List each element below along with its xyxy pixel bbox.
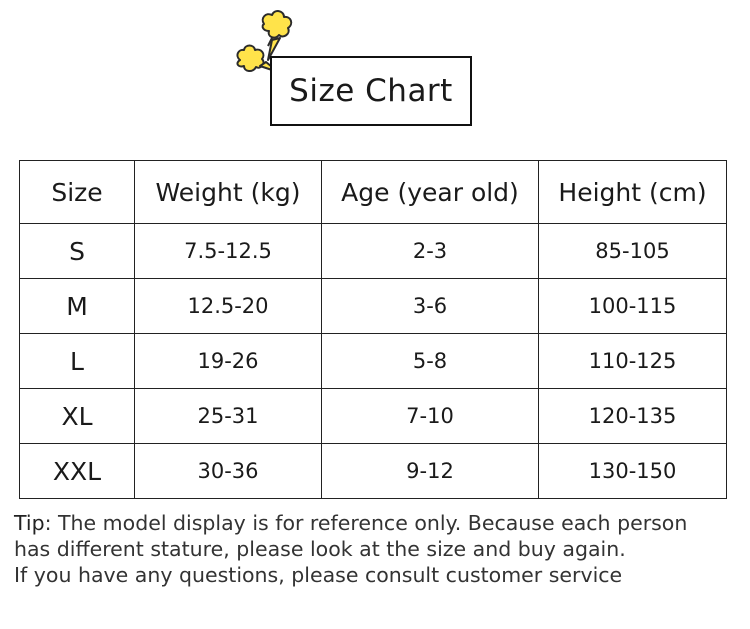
age-cell: 9-12	[321, 443, 539, 499]
popcorn-burst-icon	[236, 10, 293, 73]
weight-cell: 19-26	[134, 333, 322, 389]
header-age: Age (year old)	[321, 160, 539, 224]
weight-cell: 25-31	[134, 388, 322, 444]
table-header-row: Size Weight (kg) Age (year old) Height (…	[19, 160, 727, 224]
page-title: Size Chart	[270, 56, 472, 126]
tip-label: Tip	[14, 511, 45, 535]
age-cell: 2-3	[321, 223, 539, 279]
size-cell: L	[19, 333, 135, 389]
tip-line-3: If you have any questions, please consul…	[14, 563, 623, 587]
size-cell: S	[19, 223, 135, 279]
size-cell: M	[19, 278, 135, 334]
title-area: Size Chart	[228, 8, 488, 136]
table-row: XL 25-31 7-10 120-135	[19, 388, 727, 444]
size-table: Size Weight (kg) Age (year old) Height (…	[19, 160, 727, 499]
height-cell: 110-125	[538, 333, 727, 389]
header-size: Size	[19, 160, 135, 224]
age-cell: 3-6	[321, 278, 539, 334]
header-weight: Weight (kg)	[134, 160, 322, 224]
table-row: XXL 30-36 9-12 130-150	[19, 443, 727, 499]
age-cell: 7-10	[321, 388, 539, 444]
table-row: M 12.5-20 3-6 100-115	[19, 278, 727, 334]
weight-cell: 12.5-20	[134, 278, 322, 334]
table-row: S 7.5-12.5 2-3 85-105	[19, 223, 727, 279]
height-cell: 130-150	[538, 443, 727, 499]
height-cell: 85-105	[538, 223, 727, 279]
tip-line-1: Tip: The model display is for reference …	[14, 510, 746, 536]
tip-note: Tip: The model display is for reference …	[14, 510, 746, 588]
weight-cell: 7.5-12.5	[134, 223, 322, 279]
header-height: Height (cm)	[538, 160, 727, 224]
size-cell: XXL	[19, 443, 135, 499]
tip-text-1: : The model display is for reference onl…	[44, 511, 688, 535]
age-cell: 5-8	[321, 333, 539, 389]
height-cell: 120-135	[538, 388, 727, 444]
weight-cell: 30-36	[134, 443, 322, 499]
tip-line-2: has different stature, please look at th…	[14, 537, 626, 561]
size-cell: XL	[19, 388, 135, 444]
table-row: L 19-26 5-8 110-125	[19, 333, 727, 389]
height-cell: 100-115	[538, 278, 727, 334]
